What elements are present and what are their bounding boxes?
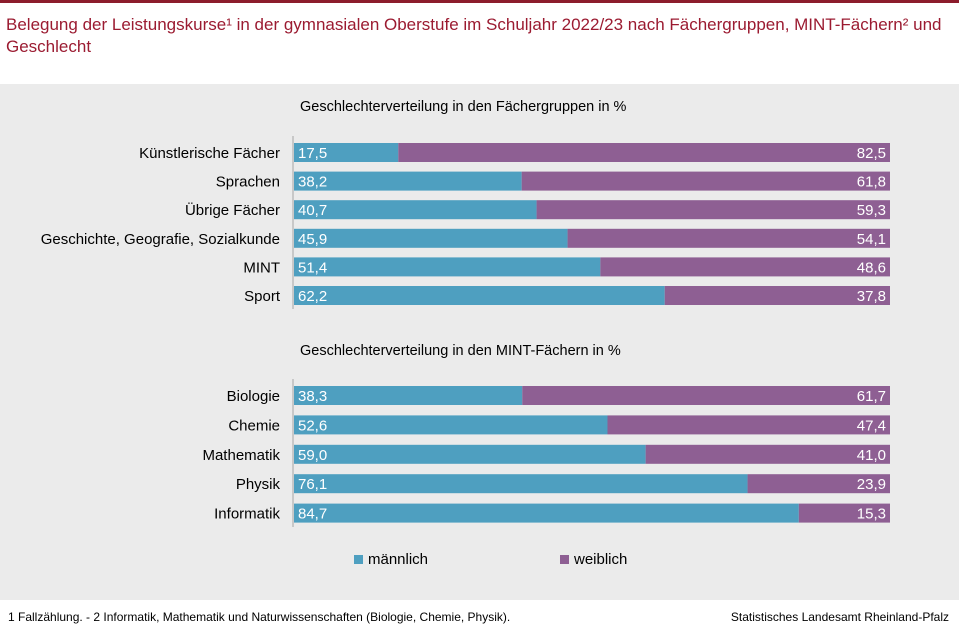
- data-label-male: 40,7: [298, 202, 327, 219]
- data-label-female: 15,3: [857, 506, 886, 523]
- data-label-male: 76,1: [298, 476, 327, 493]
- data-label-female: 59,3: [857, 202, 886, 219]
- bar-female: [664, 286, 890, 305]
- data-label-male: 51,4: [298, 259, 327, 276]
- legend-female: weiblich: [560, 551, 627, 568]
- data-label-female: 37,8: [857, 288, 886, 305]
- data-label-male: 45,9: [298, 231, 327, 248]
- footnote: 1 Fallzählung. - 2 Informatik, Mathemati…: [8, 610, 511, 624]
- legend-male-swatch: [354, 555, 363, 564]
- bar-female: [747, 474, 890, 494]
- bar-female: [522, 386, 890, 405]
- data-label-male: 59,0: [298, 447, 327, 464]
- legend-female-swatch: [560, 555, 569, 564]
- top-accent-line: [0, 0, 959, 3]
- category-label: Sprachen: [216, 174, 280, 191]
- chart-title: Belegung der Leistungskurse¹ in der gymn…: [6, 15, 942, 56]
- data-label-female: 61,8: [857, 174, 886, 191]
- bar-male: [294, 386, 523, 405]
- category-label: MINT: [243, 259, 280, 276]
- bar-male: [294, 200, 537, 220]
- bar-male: [294, 171, 522, 191]
- data-label-male: 52,6: [298, 417, 327, 434]
- bar-female: [398, 143, 890, 162]
- bar-male: [294, 286, 665, 305]
- bar-female: [645, 444, 890, 464]
- data-label-female: 47,4: [857, 417, 886, 434]
- data-label-female: 82,5: [857, 145, 886, 162]
- data-label-male: 38,3: [298, 388, 327, 405]
- bar-male: [294, 444, 646, 464]
- bar-male: [294, 503, 799, 523]
- data-label-male: 84,7: [298, 506, 327, 523]
- category-label: Sport: [244, 288, 281, 305]
- data-label-male: 17,5: [298, 145, 327, 162]
- bar-male: [294, 228, 568, 248]
- legend-male: männlich: [354, 551, 428, 568]
- data-label-female: 23,9: [857, 476, 886, 493]
- bar-female: [536, 200, 890, 220]
- category-label: Chemie: [228, 417, 280, 434]
- bar-female: [521, 171, 890, 191]
- bar-male: [294, 257, 601, 277]
- data-label-female: 48,6: [857, 259, 886, 276]
- source-label: Statistisches Landesamt Rheinland-Pfalz: [730, 610, 949, 624]
- category-label: Physik: [236, 476, 281, 493]
- bar-female: [567, 228, 890, 248]
- data-label-female: 54,1: [857, 231, 886, 248]
- bar-female: [607, 415, 890, 435]
- chart1-subtitle: Geschlechterverteilung in den Fächergrup…: [300, 99, 627, 115]
- bar-male: [294, 415, 608, 435]
- category-label: Mathematik: [202, 447, 280, 464]
- data-label-male: 38,2: [298, 174, 327, 191]
- bar-male: [294, 143, 399, 162]
- category-label: Geschichte, Geografie, Sozialkunde: [41, 231, 280, 248]
- legend-male-label: männlich: [368, 551, 429, 568]
- bar-male: [294, 474, 748, 494]
- bar-female: [798, 503, 890, 523]
- data-label-female: 41,0: [857, 447, 886, 464]
- category-label: Übrige Fächer: [185, 201, 280, 219]
- category-label: Biologie: [227, 388, 280, 405]
- category-label: Künstlerische Fächer: [139, 145, 280, 162]
- legend-female-label: weiblich: [574, 551, 628, 568]
- bar-female: [600, 257, 890, 277]
- data-label-female: 61,7: [857, 388, 886, 405]
- category-label: Informatik: [214, 506, 280, 523]
- chart2-subtitle: Geschlechterverteilung in den MINT-Fäche…: [300, 343, 621, 359]
- data-label-male: 62,2: [298, 288, 327, 305]
